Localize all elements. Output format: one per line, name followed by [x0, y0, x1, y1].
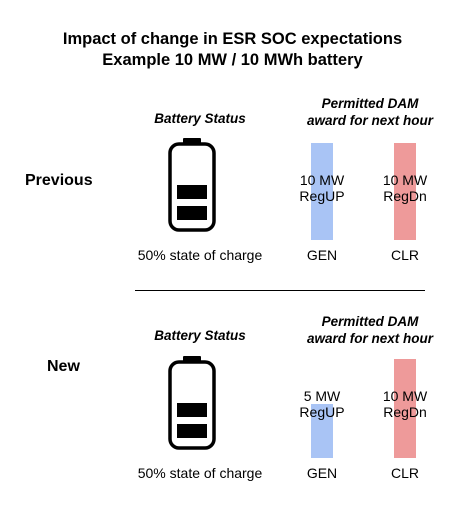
- battery-icon: [167, 137, 217, 233]
- battery-status-heading: Battery Status: [154, 328, 246, 343]
- battery-casing: [168, 142, 216, 232]
- battery-level-bar: [177, 185, 207, 199]
- award-heading-line2: award for next hour: [306, 113, 433, 128]
- battery-level-bar: [177, 206, 207, 220]
- gen-award-amount: 5 MW: [303, 388, 341, 404]
- clr-award-amount: 10 MW: [382, 388, 428, 404]
- clr-award-amount: 10 MW: [382, 172, 428, 188]
- gen-award-bar: [311, 143, 333, 240]
- clr-column-label: CLR: [390, 465, 419, 481]
- diagram-title-line1: Impact of change in ESR SOC expectations: [62, 30, 403, 48]
- gen-award-product: RegUP: [299, 404, 345, 420]
- gen-column-label: GEN: [306, 465, 338, 481]
- clr-award-product: RegDn: [383, 404, 427, 420]
- row-label-previous: Previous: [25, 172, 93, 189]
- award-heading-line1: Permitted DAM: [321, 96, 419, 111]
- diagram-title-line2: Example 10 MW / 10 MWh battery: [102, 51, 363, 69]
- clr-award-product: RegDn: [383, 188, 427, 204]
- clr-award-bar: [394, 143, 416, 240]
- award-heading-line1: Permitted DAM: [321, 314, 419, 329]
- section-divider: [135, 290, 425, 291]
- gen-award-label: 5 MW RegUP: [292, 388, 352, 420]
- state-of-charge-label: 50% state of charge: [137, 247, 263, 263]
- battery-casing: [168, 360, 216, 450]
- award-heading: Permitted DAM award for next hour: [285, 95, 455, 129]
- gen-column-label: GEN: [306, 247, 338, 263]
- battery-icon: [167, 355, 217, 451]
- gen-award-product: RegUP: [299, 188, 345, 204]
- award-heading: Permitted DAM award for next hour: [285, 313, 455, 347]
- gen-award-label: 10 MW RegUP: [292, 172, 352, 204]
- gen-award-amount: 10 MW: [299, 172, 345, 188]
- row-label-new: New: [47, 358, 80, 375]
- gen-award-bar: [311, 404, 333, 458]
- battery-status-heading: Battery Status: [154, 111, 246, 126]
- award-heading-line2: award for next hour: [306, 331, 433, 346]
- clr-award-label: 10 MW RegDn: [375, 388, 435, 420]
- clr-award-label: 10 MW RegDn: [375, 172, 435, 204]
- clr-column-label: CLR: [390, 247, 419, 263]
- battery-level-bar: [177, 424, 207, 438]
- state-of-charge-label: 50% state of charge: [137, 465, 263, 481]
- battery-level-bar: [177, 403, 207, 417]
- clr-award-bar: [394, 359, 416, 458]
